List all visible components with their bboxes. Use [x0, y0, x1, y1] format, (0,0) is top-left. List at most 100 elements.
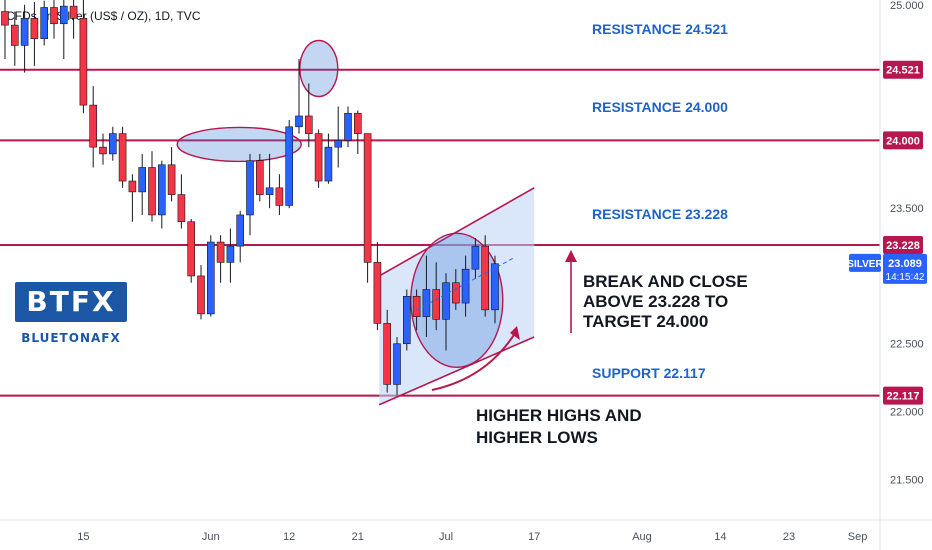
candle-body — [167, 164, 176, 195]
countdown-label: 14:15:42 — [886, 272, 925, 283]
higher-lows-arrow — [431, 329, 518, 391]
channel-upper-line — [378, 187, 535, 277]
candle-body — [69, 5, 78, 19]
symbol-tag — [849, 253, 881, 272]
candle-body — [59, 5, 68, 25]
candle-body — [207, 241, 215, 315]
level-tag-2 — [883, 236, 923, 255]
level-tag-0 — [883, 60, 923, 79]
level-tag-1 — [883, 131, 923, 150]
candle-body — [461, 268, 470, 304]
candle-body — [334, 140, 343, 148]
x-tick-label: 14 — [714, 531, 726, 543]
level-tag-label-0: 24.521 — [886, 65, 920, 77]
candle-body — [89, 104, 97, 148]
candle-body — [226, 245, 235, 263]
candle-body — [422, 289, 431, 317]
candle-body — [99, 146, 107, 155]
structure-text-line: HIGHER HIGHS AND — [476, 406, 642, 425]
candle-body — [412, 295, 421, 317]
highlight-ellipse-left — [176, 126, 302, 163]
x-tick-label: 15 — [77, 531, 89, 543]
candle-body — [265, 187, 274, 195]
candle-body — [363, 133, 372, 263]
level-annotation-2: RESISTANCE 23.228 — [592, 206, 728, 222]
candle-body — [393, 343, 401, 385]
structure-text-line: HIGHER LOWS — [476, 428, 598, 447]
candle-body — [138, 167, 146, 193]
candle-body — [177, 194, 186, 223]
level-tag-3 — [883, 386, 923, 405]
break-text-line: ABOVE 23.228 TO — [583, 292, 728, 311]
y-tick-label: 22.000 — [890, 407, 924, 419]
candle-body — [236, 214, 244, 247]
candle-body — [50, 7, 58, 25]
y-tick-label: 21.500 — [890, 474, 924, 486]
level-annotation-3: SUPPORT 22.117 — [592, 365, 706, 381]
candle-body — [314, 133, 323, 182]
level-annotation-1: RESISTANCE 24.000 — [592, 99, 728, 115]
candle-body — [285, 126, 294, 206]
candle-body — [344, 112, 352, 141]
candle-body — [275, 187, 284, 206]
candle-body — [402, 295, 411, 345]
candle-body — [109, 133, 117, 155]
break-text-line: BREAK AND CLOSE — [583, 272, 748, 291]
candle-body — [491, 263, 499, 311]
x-tick-label: 23 — [783, 531, 795, 543]
x-tick-label: Jul — [439, 531, 453, 543]
higher-lows-arrowhead — [510, 326, 520, 340]
y-tick-label: 23.500 — [890, 203, 924, 215]
candle-body — [442, 282, 450, 320]
y-tick-label: 22.500 — [890, 339, 924, 351]
channel-lower-line — [378, 336, 535, 406]
x-tick-label: Jun — [202, 531, 220, 543]
candle-body — [324, 146, 333, 182]
candle-body — [295, 115, 303, 128]
highlight-ellipse-top — [299, 39, 339, 98]
level-tag-label-1: 24.000 — [886, 135, 920, 147]
candle-body — [451, 282, 460, 304]
x-tick-label: Aug — [632, 531, 652, 543]
y-tick-label: 25.000 — [890, 0, 924, 12]
candle-body — [246, 160, 254, 216]
candle-body — [481, 245, 490, 311]
x-tick-label: 17 — [528, 531, 540, 543]
logo-main: BTFX — [15, 282, 127, 322]
candle-body — [255, 160, 264, 195]
candle-body — [128, 180, 137, 193]
level-annotation-0: RESISTANCE 24.521 — [592, 21, 728, 37]
x-tick-label: 12 — [283, 531, 295, 543]
x-tick-label: 21 — [352, 531, 364, 543]
candle-body — [373, 262, 382, 324]
projection-line — [416, 257, 514, 311]
candle-body — [158, 164, 166, 216]
break-arrowhead — [565, 250, 577, 262]
candle-body — [304, 115, 313, 134]
x-tick-label: Sep — [848, 531, 868, 543]
symbol-tag-label: SILVER — [847, 259, 883, 270]
candle-body — [148, 167, 156, 216]
logo-sub: BLUETONAFX — [21, 331, 121, 345]
candle-body — [20, 18, 29, 46]
candle-body — [197, 275, 205, 315]
candle-body — [79, 18, 88, 106]
candle-body — [118, 133, 127, 182]
last-price-label: 23.089 — [888, 258, 922, 270]
candle-body — [30, 18, 39, 39]
candle-body — [11, 24, 19, 46]
level-tag-label-2: 23.228 — [886, 240, 920, 252]
candle-body — [187, 221, 195, 277]
candle-body — [383, 323, 392, 385]
candle-body — [353, 112, 362, 134]
break-text-line: TARGET 24.000 — [583, 312, 708, 331]
level-tag-label-3: 22.117 — [886, 391, 919, 403]
candle-body — [1, 11, 9, 26]
candle-body — [216, 241, 225, 263]
candle-body — [471, 245, 480, 270]
candle-body — [40, 7, 49, 39]
candle-body — [432, 289, 441, 320]
btfx-logo: BTFX BLUETONAFX — [15, 282, 127, 354]
